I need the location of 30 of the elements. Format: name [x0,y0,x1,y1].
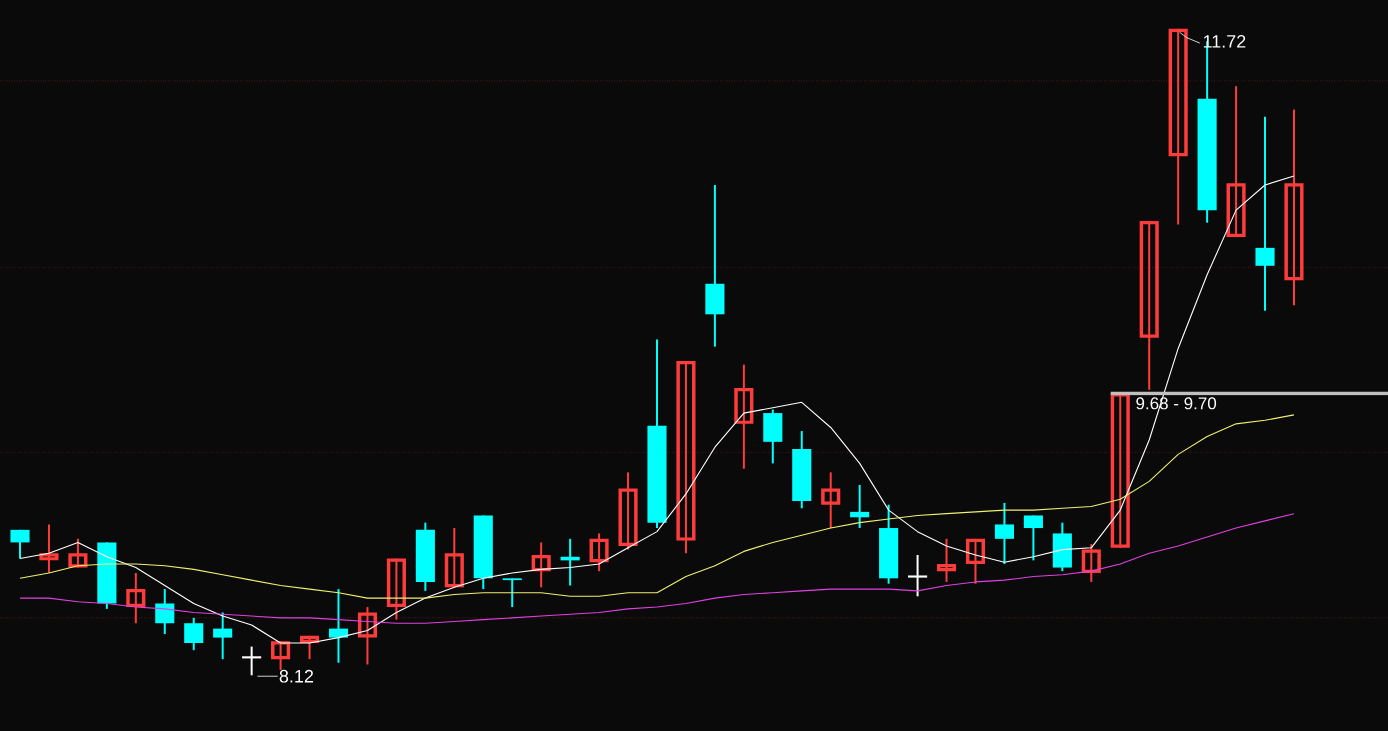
candlestick [908,553,928,598]
candlestick [1284,108,1304,307]
annotation: 11.72 [1203,35,1246,48]
candlestick [386,557,406,621]
candlestick [1255,115,1275,312]
candlestick [68,537,88,569]
candlestick [1168,27,1188,226]
candlestick [242,645,262,677]
annotation: 8.12 [279,669,314,683]
candlestick [1139,219,1159,391]
candlestick [357,606,378,666]
candlestick [936,537,957,583]
candlestick [444,527,464,589]
candlestick [734,363,754,470]
candlestick [1110,392,1130,549]
candlestick [850,483,870,530]
candlestick [502,577,522,609]
candlestick [1023,514,1043,562]
candlestick [126,571,146,625]
candlestick [328,588,349,664]
candlestick [676,360,696,555]
candlestick [213,611,233,661]
candlestick [1226,85,1246,239]
candlestick [184,616,204,652]
candlestick [589,532,609,573]
candlestick [994,501,1014,565]
candlestick [10,528,30,560]
candlestick [618,471,638,551]
candlestick [821,471,841,530]
candlestick [155,588,175,636]
